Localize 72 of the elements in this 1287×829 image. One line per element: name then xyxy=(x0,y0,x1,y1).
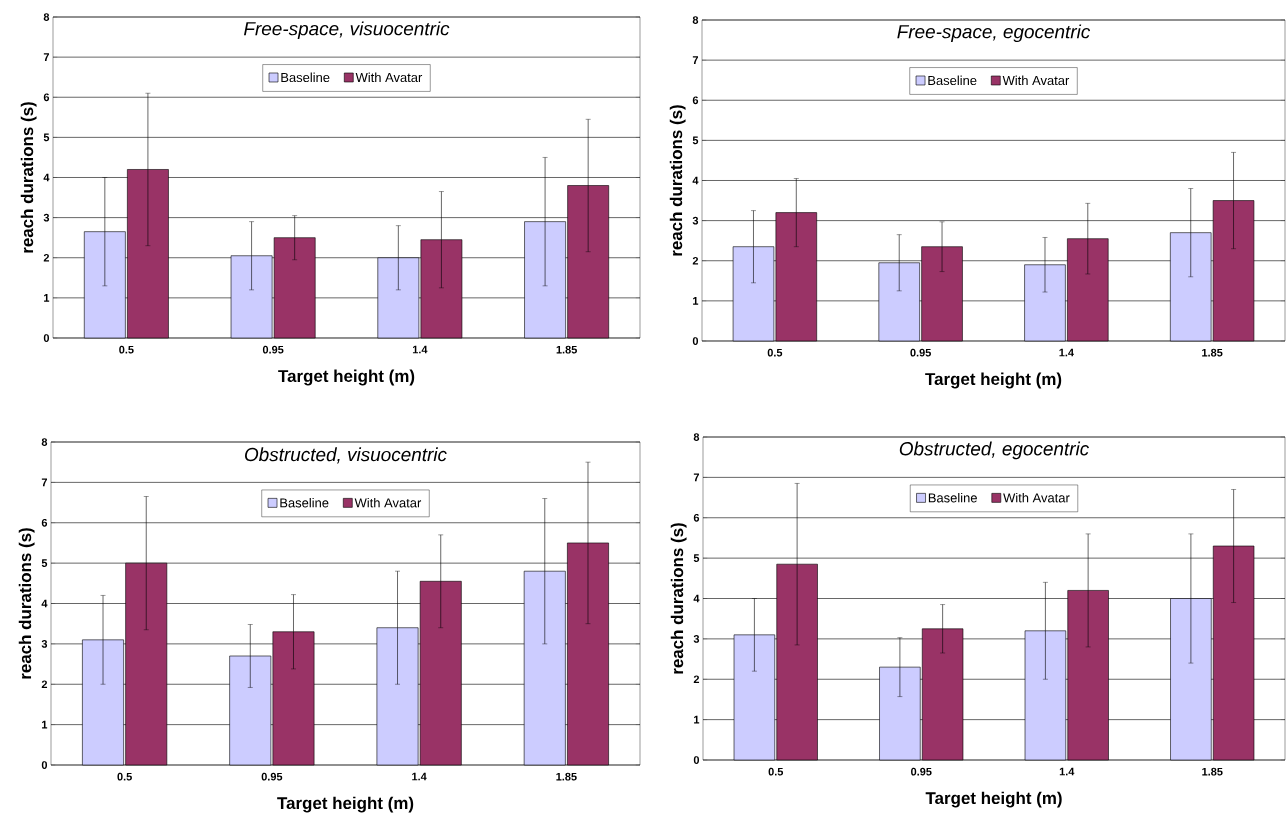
chart-title: Free-space, visuocentric xyxy=(243,21,450,40)
y-tick-label: 5 xyxy=(693,554,700,562)
y-tick-label: 3 xyxy=(693,635,700,643)
y-tick-label: 6 xyxy=(43,93,50,102)
x-axis-title: Target height (m) xyxy=(278,369,415,386)
x-tick-label: 0.95 xyxy=(262,345,284,354)
y-tick-label: 1 xyxy=(694,715,700,724)
x-tick-label: 0.95 xyxy=(910,348,931,357)
y-tick-label: 8 xyxy=(41,438,48,446)
y-tick-label: 1 xyxy=(693,297,699,305)
y-tick-label: 6 xyxy=(41,518,48,527)
y-tick-label: 6 xyxy=(693,513,700,522)
y-tick-label: 2 xyxy=(41,680,48,689)
legend-label: Baseline xyxy=(928,492,977,503)
x-tick-label: 0.5 xyxy=(119,345,134,354)
x-tick-label: 0.95 xyxy=(261,772,283,781)
legend-label: Baseline xyxy=(928,75,977,86)
y-tick-label: 6 xyxy=(692,96,699,105)
legend-label: With Avatar xyxy=(355,72,423,83)
y-tick-label: 1 xyxy=(44,294,50,302)
legend-label: Baseline xyxy=(280,497,329,508)
x-tick-label: 0.95 xyxy=(911,767,932,776)
legend-label: With Avatar xyxy=(1002,75,1070,86)
legend-label: With Avatar xyxy=(1003,492,1070,503)
y-tick-label: 2 xyxy=(43,253,50,262)
x-tick-label: 1.85 xyxy=(556,772,577,781)
y-tick-label: 7 xyxy=(693,473,699,482)
x-tick-label: 0.5 xyxy=(768,767,784,776)
x-tick-label: 1.4 xyxy=(412,345,428,354)
chart-title: Obstructed, visuocentric xyxy=(245,447,447,464)
y-tick-label: 8 xyxy=(43,13,50,21)
x-axis-title: Target height (m) xyxy=(925,791,1062,808)
x-axis-title: Target height (m) xyxy=(925,372,1062,389)
y-tick-label: 4 xyxy=(41,599,48,608)
y-axis-title: reach durations (s) xyxy=(670,523,687,674)
y-tick-label: 0 xyxy=(692,337,699,345)
y-tick-label: 0 xyxy=(693,756,700,764)
y-tick-label: 1 xyxy=(42,720,48,729)
legend-label: Baseline xyxy=(281,72,330,83)
y-tick-label: 4 xyxy=(693,594,700,603)
x-tick-label: 1.85 xyxy=(1202,348,1223,357)
y-tick-label: 7 xyxy=(41,478,47,487)
y-tick-label: 3 xyxy=(43,213,50,222)
y-tick-label: 7 xyxy=(692,56,698,64)
y-axis-title: reach durations (s) xyxy=(18,528,35,679)
y-tick-label: 0 xyxy=(43,334,50,342)
x-axis-title: Target height (m) xyxy=(277,796,414,813)
legend-label: With Avatar xyxy=(354,497,422,508)
y-tick-label: 4 xyxy=(43,173,50,182)
y-axis-title: reach durations (s) xyxy=(669,105,686,256)
x-tick-label: 1.85 xyxy=(556,345,577,354)
x-tick-label: 1.4 xyxy=(412,772,427,781)
y-tick-label: 2 xyxy=(693,675,700,684)
y-tick-label: 8 xyxy=(692,16,699,24)
chart-title: Obstructed, egocentric xyxy=(899,441,1089,460)
y-tick-label: 5 xyxy=(41,559,48,567)
y-tick-label: 0 xyxy=(41,761,48,769)
y-tick-label: 3 xyxy=(692,216,699,225)
y-tick-label: 5 xyxy=(692,136,699,145)
x-tick-label: 0.5 xyxy=(767,348,783,357)
x-tick-label: 1.85 xyxy=(1202,767,1223,776)
y-axis-title: reach durations (s) xyxy=(20,102,37,253)
y-tick-label: 5 xyxy=(43,133,50,142)
y-tick-label: 7 xyxy=(43,53,49,61)
chart-title: Free-space, egocentric xyxy=(897,24,1091,43)
y-tick-label: 3 xyxy=(41,640,48,648)
y-tick-label: 4 xyxy=(692,176,699,185)
y-tick-label: 2 xyxy=(692,256,699,265)
x-tick-label: 1.4 xyxy=(1059,348,1074,357)
y-tick-label: 8 xyxy=(693,433,700,441)
x-tick-label: 1.4 xyxy=(1059,767,1075,776)
x-tick-label: 0.5 xyxy=(117,772,132,781)
